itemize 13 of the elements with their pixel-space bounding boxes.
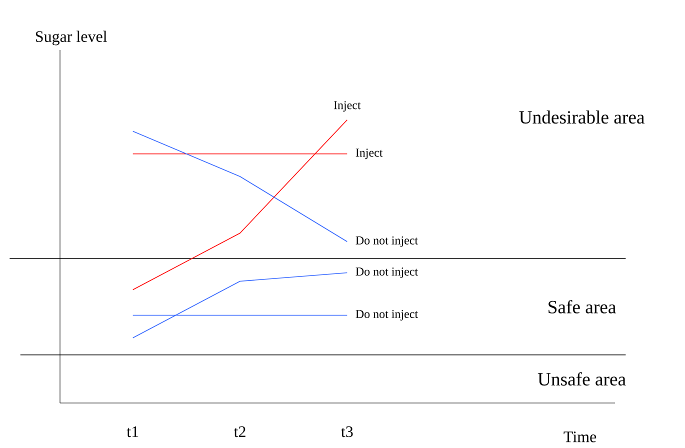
- x-tick-label: t2: [234, 426, 246, 438]
- text: Safe area: [548, 300, 616, 314]
- x-tick-label: t3: [341, 426, 353, 438]
- series-label: Inject: [356, 148, 383, 160]
- text: Undesirable area: [519, 110, 644, 124]
- text: Time: [564, 431, 596, 442]
- text: Unsafe area: [538, 372, 626, 386]
- series-label: Do not inject: [356, 236, 418, 247]
- y-axis-title: Sugar level: [36, 30, 107, 46]
- series-label: Do not inject: [356, 268, 418, 278]
- series-label: Do not inject: [356, 310, 418, 320]
- series-label: Inject: [334, 101, 361, 112]
- x-tick-label: t1: [126, 426, 138, 438]
